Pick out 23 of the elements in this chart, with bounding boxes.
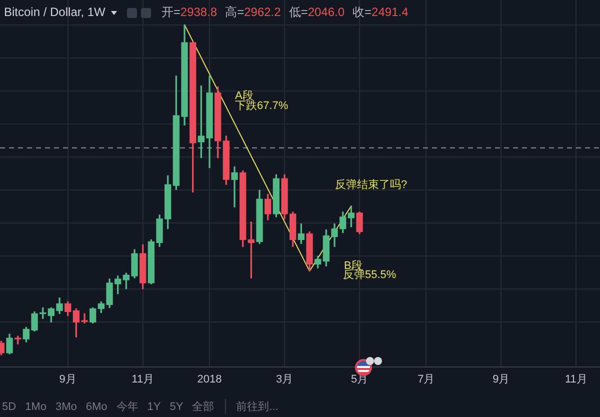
annotation: 反弹55.5% xyxy=(343,268,396,282)
text: 今年 xyxy=(116,400,138,414)
x-tick-label: 3月 xyxy=(276,373,294,386)
x-tick-label: 11月 xyxy=(132,373,154,386)
annotation: 下跌67.7% xyxy=(235,100,288,113)
x-tick-label: 7月 xyxy=(418,373,435,386)
x-tick-label: 9月 xyxy=(59,373,76,386)
text: 全部 xyxy=(192,400,214,414)
chart-title: Bitcoin / Dollar, 1W xyxy=(4,5,106,20)
candlestick xyxy=(231,166,238,208)
text: 前往到... xyxy=(225,399,278,414)
x-tick-label: 2018 xyxy=(197,373,222,386)
x-tick-label: 11月 xyxy=(564,373,588,386)
text: 5Y xyxy=(170,400,184,412)
text: 6Mo xyxy=(86,400,108,412)
text: 1Y xyxy=(147,400,161,412)
text: 3Mo xyxy=(55,400,77,412)
chart-subtitle: 开=2938.8 高=2962.2 低=2046.0 收=2491.4 xyxy=(161,5,408,19)
text: 1Mo xyxy=(25,400,46,412)
text: 5D xyxy=(2,400,16,412)
annotation: 反弹结束了吗? xyxy=(335,178,408,192)
x-tick-label: 9月 xyxy=(492,373,510,386)
annotation: A段 xyxy=(235,90,254,102)
